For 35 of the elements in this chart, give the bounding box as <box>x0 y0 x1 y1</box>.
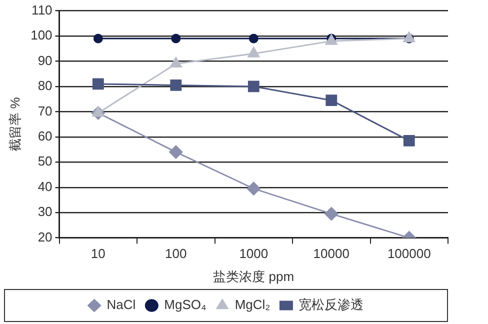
y-tick-label: 60 <box>38 128 52 144</box>
y-tick-label: 50 <box>38 154 52 169</box>
point <box>248 46 260 58</box>
point <box>246 182 260 196</box>
point <box>248 80 260 92</box>
y-tick-label: 80 <box>38 78 52 94</box>
point <box>324 207 338 221</box>
point <box>169 145 183 159</box>
y-tick-label: 110 <box>32 2 52 18</box>
x-axis-title: 盐类浓度 ppm <box>213 268 294 284</box>
y-tick-label: 100 <box>30 28 52 43</box>
y-tick-label: 30 <box>38 204 52 220</box>
legend-label: MgSO₄ <box>164 297 206 312</box>
y-tick-label: 90 <box>38 52 52 68</box>
x-tick-label: 100 <box>165 246 187 262</box>
legend-label: 宽松反渗透 <box>298 297 364 312</box>
legend-label: MgCl₂ <box>234 297 270 312</box>
point <box>403 134 415 146</box>
point <box>248 34 258 44</box>
x-tick-label: 1000 <box>239 246 268 262</box>
point <box>326 94 338 106</box>
y-tick-label: 40 <box>38 178 52 194</box>
y-tick-label: 70 <box>38 103 52 118</box>
x-tick-label: 10000 <box>313 246 350 262</box>
point <box>92 106 104 117</box>
y-tick-label: 20 <box>38 229 52 244</box>
x-tick-label: 100000 <box>387 246 431 262</box>
legend-label: NaCl <box>106 297 136 312</box>
point <box>170 57 182 68</box>
y-axis-title: 截留率 % <box>7 96 22 152</box>
point <box>170 80 182 91</box>
point <box>93 34 103 44</box>
x-tick-label: 10 <box>90 246 106 262</box>
point <box>171 34 181 44</box>
point <box>92 78 104 90</box>
